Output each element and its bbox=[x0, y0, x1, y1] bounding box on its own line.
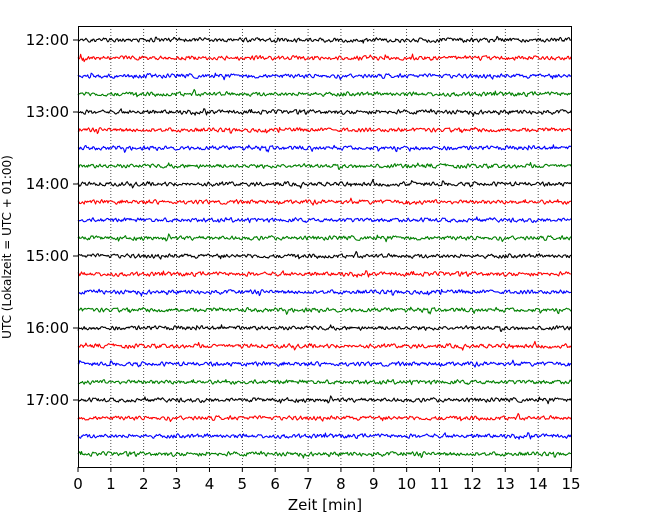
x-tick-label: 15 bbox=[561, 475, 580, 493]
x-tick-label: 11 bbox=[430, 475, 449, 493]
seismogram-trace bbox=[77, 395, 572, 405]
x-tick-label: 5 bbox=[238, 475, 248, 493]
seismogram-trace bbox=[77, 324, 572, 332]
seismogram-traces bbox=[77, 35, 572, 459]
x-tick-label: 7 bbox=[303, 475, 313, 493]
x-tick-label: 3 bbox=[172, 475, 182, 493]
x-tick-label: 6 bbox=[270, 475, 280, 493]
x-tick-label: 4 bbox=[205, 475, 215, 493]
seismogram-trace bbox=[77, 53, 572, 63]
seismogram-trace bbox=[77, 233, 572, 243]
seismogram-trace bbox=[77, 144, 572, 153]
seismogram-trace bbox=[77, 432, 572, 440]
seismogram-trace bbox=[77, 379, 572, 386]
x-tick-label: 12 bbox=[463, 475, 482, 493]
seismogram-trace bbox=[77, 412, 572, 423]
x-tick-label: 1 bbox=[106, 475, 116, 493]
seismogram-trace bbox=[77, 178, 572, 189]
x-tick-label: 13 bbox=[496, 475, 515, 493]
y-axis-label: UTC (Lokalzeit = UTC + 01:00) bbox=[0, 155, 14, 339]
seismogram-trace bbox=[77, 126, 572, 135]
x-tick-label: 8 bbox=[336, 475, 346, 493]
seismogram-trace bbox=[77, 288, 572, 297]
y-tick-label: 15:00 bbox=[26, 247, 69, 265]
seismogram-trace bbox=[77, 250, 572, 260]
seismogram-trace bbox=[77, 35, 572, 44]
seismogram-trace bbox=[77, 161, 572, 170]
x-tick-label: 0 bbox=[73, 475, 83, 493]
seismogram-trace bbox=[77, 340, 572, 351]
seismogram-trace bbox=[77, 216, 572, 224]
x-axis-ticks: 0 1 2 3 4 5 6 7 8 9 10 11 12 13 14 15 bbox=[73, 467, 581, 493]
plot-frame bbox=[78, 26, 572, 468]
seismogram-trace bbox=[77, 270, 572, 278]
y-tick-label: 12:00 bbox=[26, 31, 69, 49]
seismogram-trace bbox=[77, 359, 572, 368]
x-tick-label: 14 bbox=[529, 475, 548, 493]
x-tick-label: 2 bbox=[139, 475, 149, 493]
y-tick-label: 16:00 bbox=[26, 319, 69, 337]
x-tick-label: 10 bbox=[397, 475, 416, 493]
y-tick-label: 13:00 bbox=[26, 103, 69, 121]
y-tick-label: 14:00 bbox=[26, 175, 69, 193]
seismogram-trace bbox=[77, 450, 572, 459]
x-axis-label: Zeit [min] bbox=[288, 496, 362, 514]
x-tick-label: 9 bbox=[369, 475, 379, 493]
y-tick-label: 17:00 bbox=[26, 391, 69, 409]
seismogram-trace bbox=[77, 108, 572, 117]
seismogram-trace bbox=[77, 306, 572, 315]
y-axis-ticks: 12:00 13:00 14:00 15:00 16:00 17:00 bbox=[26, 31, 78, 409]
seismogram-trace bbox=[77, 72, 572, 81]
seismogram-trace bbox=[77, 197, 572, 206]
seismogram-trace bbox=[77, 88, 572, 98]
